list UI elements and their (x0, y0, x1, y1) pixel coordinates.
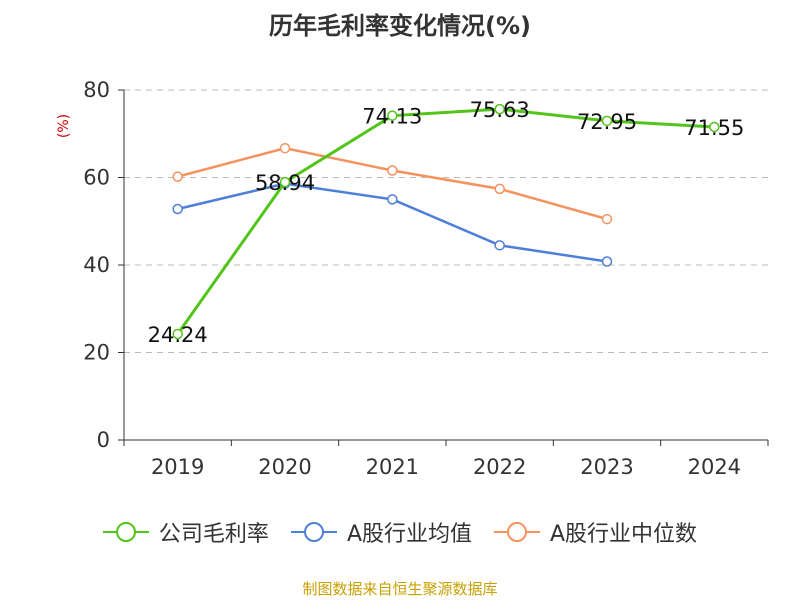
y-tick-label: 80 (83, 78, 110, 102)
data-label: 71.55 (684, 116, 744, 140)
data-point (387, 110, 398, 121)
series-line-3 (177, 146, 608, 221)
data-point (387, 194, 398, 205)
legend-label: 公司毛利率 (158, 522, 269, 547)
legend-label: A股行业均值 (346, 522, 472, 547)
y-tick-label: 60 (83, 166, 110, 190)
data-labels: 24.24 58.94 74.13 75.63 72.95 71.55 (148, 98, 745, 347)
data-label: 72.95 (577, 110, 637, 134)
data-point (279, 142, 291, 154)
y-tick-label: 20 (83, 341, 110, 365)
source-note: 制图数据来自恒生聚源数据库 (302, 580, 498, 598)
x-tick-label: 2023 (580, 455, 633, 479)
series-lines (172, 103, 720, 340)
data-point (601, 213, 613, 225)
data-point (494, 183, 505, 195)
data-point (601, 115, 613, 127)
y-tick-label: 40 (83, 253, 110, 277)
x-tick-label: 2021 (366, 455, 419, 479)
data-label: 58.94 (255, 171, 315, 195)
x-tick-label: 2019 (151, 455, 204, 479)
data-point (387, 165, 398, 176)
legend-item[interactable]: A股行业均值 (290, 516, 472, 548)
legend-line-marker-icon (494, 522, 540, 542)
legend-label: A股行业中位数 (550, 522, 698, 547)
data-point (172, 171, 183, 182)
data-point (279, 176, 291, 188)
data-label: 74.13 (362, 105, 422, 129)
grid-lines (124, 89, 768, 353)
x-tick-label: 2024 (688, 455, 741, 479)
chart-title: 历年毛利率变化情况(%) (269, 12, 531, 40)
x-tick-label: 2022 (473, 455, 526, 479)
legend: 公司毛利率 A股行业均值 A股行业中位数 (0, 516, 800, 548)
series-line-1 (176, 107, 715, 335)
data-point (172, 203, 183, 215)
legend-item[interactable]: A股行业中位数 (494, 516, 697, 548)
data-point (494, 240, 505, 251)
data-label: 24.24 (148, 323, 208, 347)
y-tick-label: 0 (97, 428, 110, 452)
y-axis-label: (%) (56, 114, 72, 138)
data-point (709, 121, 720, 133)
legend-line-marker-icon (102, 522, 149, 542)
data-point (601, 256, 613, 267)
x-tick-label: 2020 (258, 455, 311, 479)
data-label: 75.63 (470, 98, 530, 122)
legend-item[interactable]: 公司毛利率 (102, 516, 269, 548)
legend-line-marker-icon (290, 522, 337, 542)
data-point (172, 328, 183, 340)
data-point (494, 103, 505, 115)
axes: 0 20 40 60 80 2019 2020 2021 2022 2023 2024 (83, 78, 769, 479)
